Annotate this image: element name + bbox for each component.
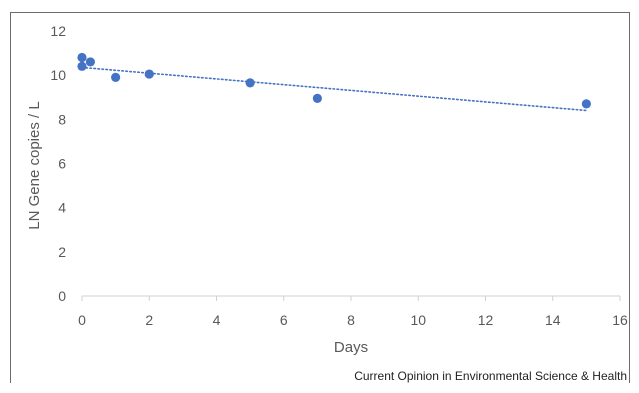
x-tick-label: 6 xyxy=(280,312,288,328)
data-point xyxy=(111,72,121,82)
y-tick-label: 6 xyxy=(58,156,66,172)
x-tick-label: 2 xyxy=(145,312,153,328)
source-caption: Current Opinion in Environmental Science… xyxy=(354,369,627,383)
data-point xyxy=(581,99,591,109)
y-tick-label: 2 xyxy=(58,244,66,260)
trendline-layer xyxy=(81,66,588,112)
x-tick-label: 14 xyxy=(545,312,561,328)
x-tick-label: 10 xyxy=(410,312,426,328)
x-tick-label: 8 xyxy=(347,312,355,328)
y-tick-label: 0 xyxy=(58,288,66,304)
data-point xyxy=(77,52,87,63)
data-points xyxy=(77,52,591,109)
x-tick-label: 12 xyxy=(478,312,494,328)
y-tick-label: 10 xyxy=(50,67,66,83)
x-tick-label: 16 xyxy=(612,312,628,328)
x-axis-label: Days xyxy=(334,339,368,356)
y-axis-label: LN Gene copies / L xyxy=(26,101,43,229)
y-tick-label: 8 xyxy=(58,111,66,127)
data-point xyxy=(312,93,322,103)
y-tick-label: 4 xyxy=(58,200,66,216)
x-tick-label: 4 xyxy=(213,312,221,328)
chart-frame xyxy=(10,12,630,383)
y-tick-label: 12 xyxy=(50,23,66,39)
axes: 0 2 4 6 8 10 12 0 2 4 6 8 10 12 14 16 xyxy=(50,23,628,328)
data-point xyxy=(144,69,154,79)
x-tick-label: 0 xyxy=(78,312,86,328)
data-point xyxy=(245,78,255,88)
data-point xyxy=(77,61,87,71)
data-point xyxy=(85,57,96,67)
linear-trendline xyxy=(81,66,588,112)
